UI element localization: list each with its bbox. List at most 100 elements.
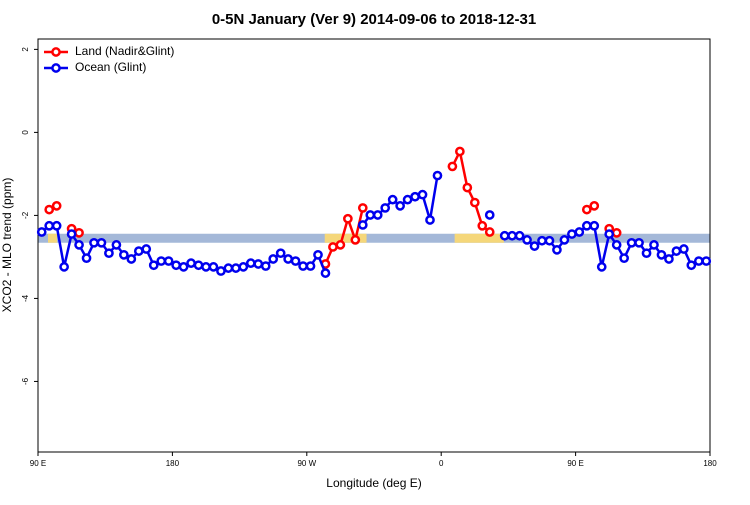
data-point	[387, 194, 398, 205]
data-point	[507, 230, 517, 241]
data-point	[268, 254, 279, 264]
data-point	[417, 189, 428, 200]
data-point	[477, 220, 488, 231]
data-point	[365, 210, 376, 220]
data-point	[313, 249, 323, 260]
data-point	[514, 230, 525, 241]
data-point	[604, 229, 615, 239]
data-point	[619, 253, 629, 264]
data-point	[148, 260, 159, 271]
data-point	[74, 240, 84, 250]
data-point	[357, 203, 368, 213]
data-point	[529, 241, 540, 251]
data-point	[641, 248, 652, 259]
data-point	[223, 263, 234, 273]
data-point	[611, 227, 622, 238]
data-point	[701, 256, 712, 266]
data-point	[395, 201, 405, 211]
chart-title: 0-5N January (Ver 9) 2014-09-06 to 2018-…	[212, 11, 536, 28]
data-point	[589, 220, 600, 231]
data-point	[66, 229, 77, 239]
data-point	[44, 220, 55, 231]
data-point	[283, 254, 293, 264]
data-point	[260, 261, 271, 271]
data-point	[350, 235, 361, 245]
data-point	[664, 254, 674, 264]
data-point	[126, 254, 137, 264]
data-point	[305, 261, 316, 271]
data-point	[201, 262, 211, 272]
data-point	[455, 146, 465, 157]
data-point	[380, 203, 391, 213]
data-point	[96, 237, 107, 248]
data-point	[51, 220, 62, 231]
data-point	[574, 227, 585, 237]
data-point	[432, 170, 443, 181]
data-point	[275, 248, 286, 259]
legend-label: Ocean (Glint)	[75, 60, 146, 74]
data-point	[410, 191, 420, 202]
data-point	[328, 242, 338, 252]
y-axis-label: XCO2 - MLO trend (ppm)	[0, 178, 14, 313]
x-tick-label: 90 E	[567, 459, 583, 468]
data-point	[634, 237, 644, 248]
data-point	[552, 245, 562, 255]
legend-marker	[51, 63, 61, 73]
y-tick-label: -6	[21, 377, 30, 385]
x-axis-label: Longitude (deg E)	[326, 476, 421, 490]
data-point	[649, 240, 659, 250]
data-point	[216, 266, 226, 276]
data-point	[231, 263, 241, 273]
data-point	[253, 259, 264, 269]
y-tick-label: 0	[21, 130, 30, 135]
data-point	[499, 230, 510, 241]
data-point	[484, 227, 495, 237]
plot-frame	[37, 38, 711, 453]
y-tick-label: -2	[21, 211, 30, 219]
data-point	[44, 204, 55, 215]
x-tick-label: 90 E	[30, 459, 46, 468]
x-tick-label: 0	[439, 459, 444, 468]
data-point	[357, 220, 368, 230]
data-point	[81, 253, 92, 264]
data-point	[469, 197, 480, 208]
data-point	[89, 237, 99, 248]
data-point	[36, 227, 47, 237]
data-point	[245, 258, 256, 268]
data-point	[141, 244, 152, 254]
data-point	[51, 201, 62, 211]
data-point	[59, 262, 69, 272]
data-point	[679, 244, 689, 254]
data-point	[320, 268, 331, 278]
data-point	[567, 229, 577, 239]
data-point	[208, 262, 219, 272]
data-point	[111, 240, 122, 250]
x-tick-label: 180	[166, 459, 180, 468]
data-point	[171, 260, 181, 271]
data-point	[74, 227, 84, 238]
data-point	[589, 201, 600, 211]
data-point	[581, 220, 592, 231]
data-point	[133, 246, 144, 256]
data-point	[462, 182, 473, 193]
legend-label: Land (Nadir&Glint)	[75, 44, 174, 58]
data-point	[522, 235, 532, 245]
x-tick-label: 180	[703, 459, 717, 468]
data-point	[104, 248, 114, 259]
y-tick-label: -4	[21, 294, 30, 302]
y-tick-label: 2	[21, 47, 30, 52]
data-point	[537, 235, 547, 246]
data-point	[119, 249, 129, 260]
data-point	[611, 240, 622, 250]
series-line	[40, 175, 707, 274]
legend-marker	[51, 47, 61, 57]
data-point	[178, 262, 189, 272]
data-point	[335, 240, 346, 250]
data-point	[238, 262, 249, 272]
data-point	[559, 235, 570, 245]
data-point	[290, 256, 301, 266]
data-point	[626, 237, 637, 248]
data-point	[693, 256, 704, 266]
data-point	[686, 260, 697, 271]
